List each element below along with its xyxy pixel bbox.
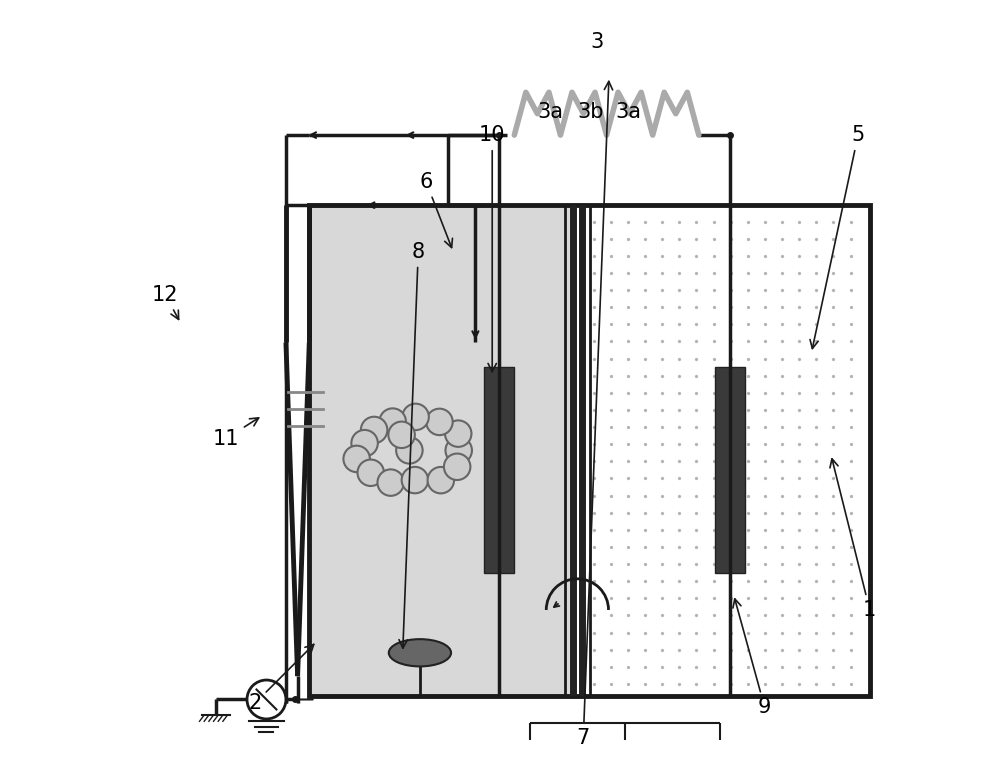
Text: 9: 9 <box>733 599 771 717</box>
Circle shape <box>247 680 286 719</box>
Circle shape <box>444 454 470 480</box>
Circle shape <box>445 420 471 447</box>
Bar <box>715 367 745 573</box>
Text: 3b: 3b <box>578 102 604 122</box>
Circle shape <box>377 470 404 495</box>
Circle shape <box>396 437 423 463</box>
Circle shape <box>343 445 370 472</box>
Text: 6: 6 <box>419 172 452 248</box>
Circle shape <box>445 437 472 463</box>
Circle shape <box>402 466 428 493</box>
Text: 11: 11 <box>213 418 259 448</box>
Circle shape <box>388 422 415 448</box>
Text: 12: 12 <box>152 285 179 319</box>
Circle shape <box>402 404 429 430</box>
Text: 7: 7 <box>577 82 613 749</box>
Text: 10: 10 <box>479 125 505 372</box>
Circle shape <box>379 408 406 435</box>
Text: 3: 3 <box>591 31 604 52</box>
Circle shape <box>426 408 453 435</box>
Bar <box>309 205 870 695</box>
Text: 1: 1 <box>830 459 876 620</box>
Text: 2: 2 <box>248 644 314 713</box>
Bar <box>309 205 573 695</box>
Text: 3a: 3a <box>615 102 641 122</box>
Circle shape <box>361 417 387 443</box>
Text: 8: 8 <box>399 242 425 648</box>
Circle shape <box>428 467 454 493</box>
Circle shape <box>358 459 384 486</box>
Text: 5: 5 <box>810 125 865 349</box>
Circle shape <box>351 430 378 456</box>
Ellipse shape <box>389 639 451 666</box>
Text: 3a: 3a <box>538 102 564 122</box>
Bar <box>484 367 514 573</box>
